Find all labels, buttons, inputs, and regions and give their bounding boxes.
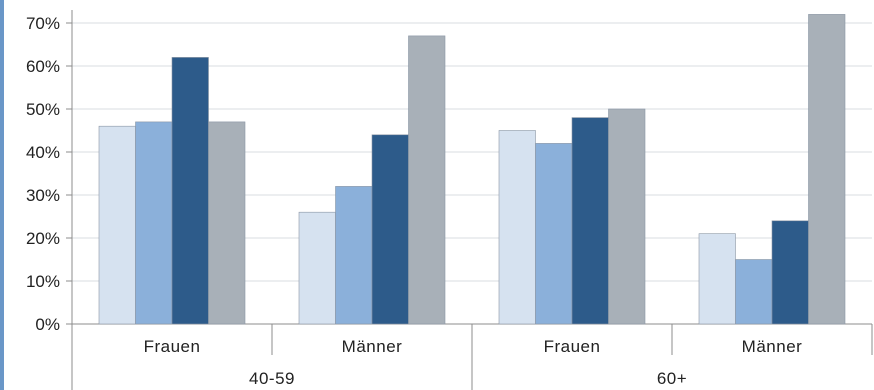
bar (98, 125, 136, 325)
y-tick-label: 70% (26, 14, 60, 33)
y-tick-label: 50% (26, 100, 60, 119)
bar (735, 259, 773, 325)
bar (698, 233, 736, 325)
x-category-label: Männer (742, 337, 803, 356)
bar (335, 186, 373, 325)
x-category-label: Frauen (144, 337, 201, 356)
bar (408, 35, 446, 325)
y-tick-label: 40% (26, 143, 60, 162)
x-category-label: Männer (342, 337, 403, 356)
y-tick-label: 10% (26, 272, 60, 291)
bar (498, 130, 536, 325)
bar (371, 134, 409, 325)
bar (571, 117, 609, 325)
x-group-label: 40-59 (249, 369, 295, 388)
x-group-label: 60+ (657, 369, 687, 388)
x-category-label: Frauen (544, 337, 601, 356)
bar (171, 57, 209, 325)
y-tick-label: 20% (26, 229, 60, 248)
bar (608, 108, 646, 325)
bar (135, 121, 173, 325)
bar (208, 121, 246, 325)
bar (535, 143, 573, 325)
y-tick-label: 60% (26, 57, 60, 76)
left-edge-strip (0, 0, 4, 390)
bar (771, 220, 809, 325)
y-tick-label: 30% (26, 186, 60, 205)
bar (298, 211, 336, 325)
y-tick-label: 0% (35, 315, 60, 334)
bar (808, 14, 846, 325)
